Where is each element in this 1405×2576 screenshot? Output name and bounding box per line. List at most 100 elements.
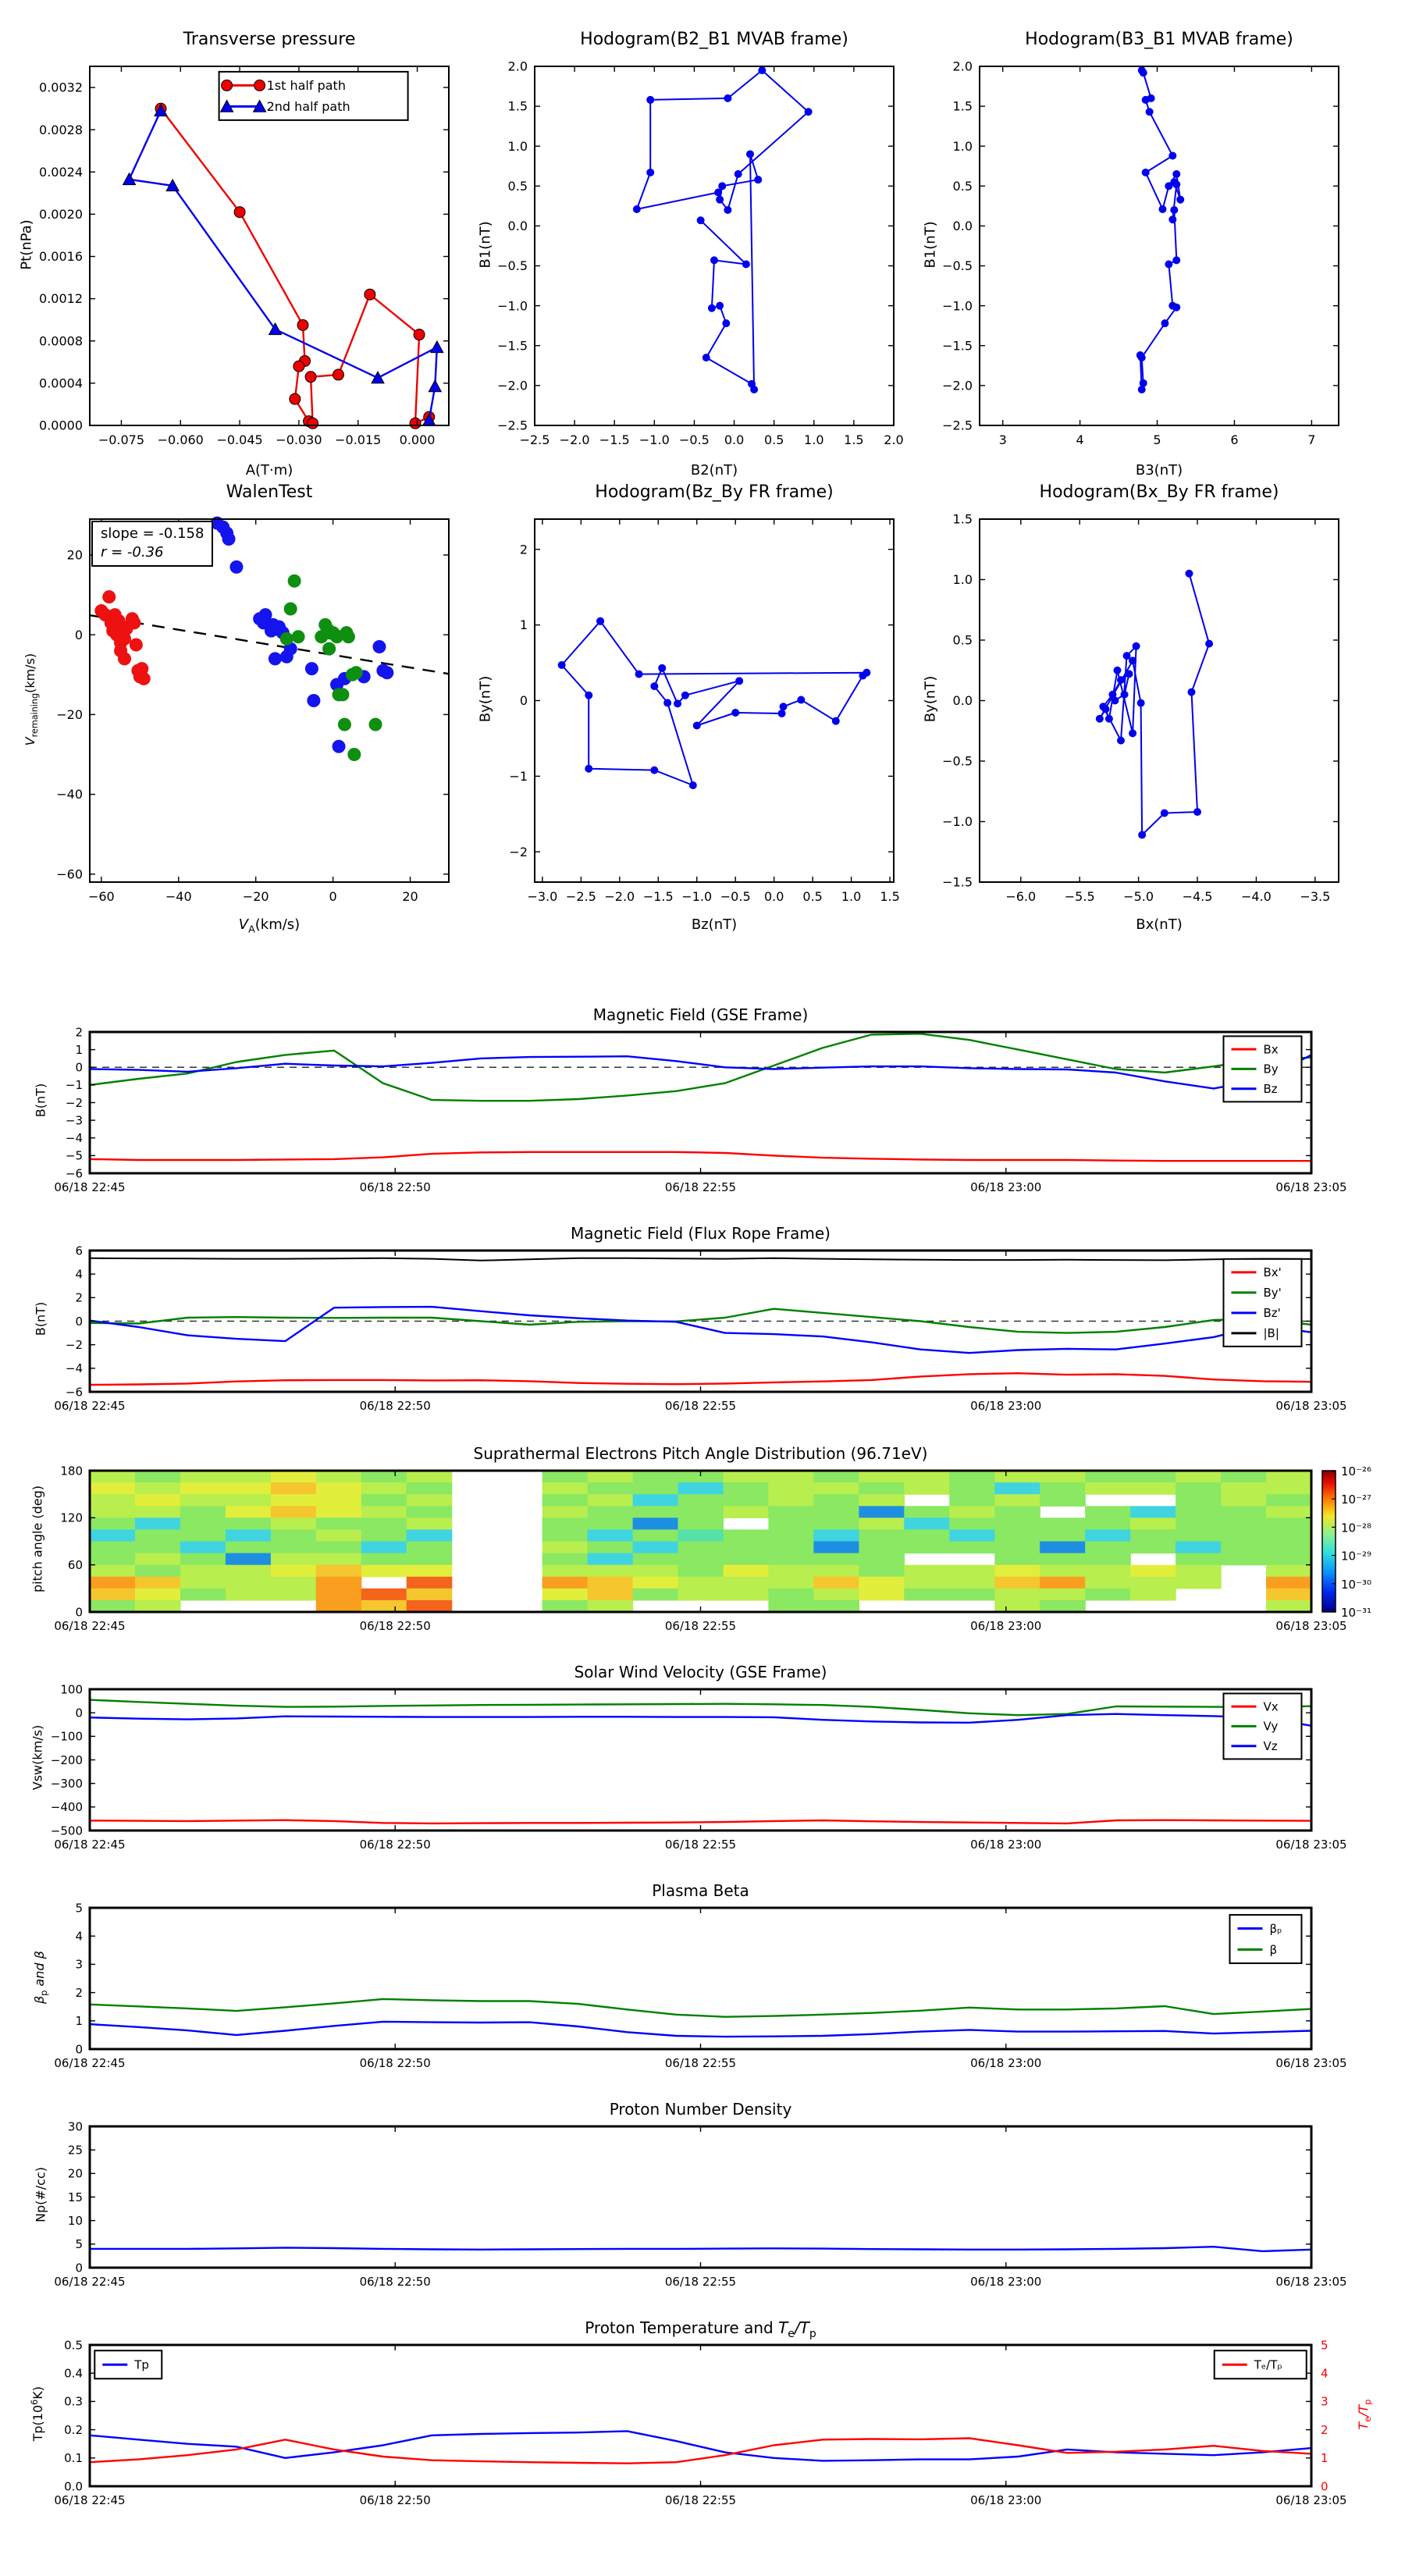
heatmap-cell: [1085, 1529, 1131, 1542]
heatmap-cell: [904, 1576, 950, 1589]
marker-circle: [797, 696, 806, 704]
y-tick-label: 0.0020: [39, 207, 83, 222]
marker-circle: [650, 766, 659, 774]
heatmap-cell: [587, 1599, 634, 1613]
heatmap-cell: [542, 1529, 589, 1542]
y-tick-label: 0.0032: [39, 80, 83, 95]
y-tick-label: 0.0000: [39, 418, 83, 433]
marker-circle: [364, 288, 376, 301]
heatmap-cell: [135, 1494, 181, 1507]
heatmap-cell: [406, 1529, 453, 1542]
marker-circle: [129, 638, 143, 652]
marker-circle: [1122, 652, 1131, 660]
heatmap-cell: [813, 1564, 859, 1578]
marker-circle: [646, 168, 655, 176]
marker-circle: [287, 574, 301, 588]
marker-circle: [291, 630, 305, 644]
marker-circle: [863, 668, 871, 677]
legend-label: Tp: [133, 2357, 149, 2371]
chart-title-electron-pad: Suprathermal Electrons Pitch Angle Distr…: [473, 1444, 928, 1463]
legend-label: Vy: [1263, 1720, 1278, 1734]
y-axis-label-p5: By(nT): [477, 675, 494, 723]
plot-frame: [979, 66, 1339, 426]
y-tick-label: −20: [56, 707, 83, 722]
heatmap-cell: [1085, 1541, 1131, 1554]
heatmap-cell: [859, 1541, 905, 1554]
marker-circle: [716, 301, 724, 310]
y-tick-label: 0.2: [64, 2423, 83, 2437]
marker-circle: [635, 670, 643, 678]
y-tick-label: 0: [75, 1605, 83, 1619]
marker-circle: [1116, 736, 1125, 745]
y-tick-label: −0.5: [942, 258, 973, 273]
heatmap-cell: [315, 1506, 362, 1518]
y-tick-label: −1: [66, 1078, 83, 1092]
marker-circle: [1141, 168, 1150, 176]
series-line-2nd half path: [128, 110, 438, 421]
chart-hodogram-bz-by: −3.0 −2.5 −2.0 −1.5 −1.0 −0.5 0.0 0.5 1.0 1.5 2 1 0 −…: [509, 518, 900, 904]
chart-mag-field-gse: 06/18 22:45 06/18 22:50 06/18 22:55 06/18 2…: [54, 1025, 1346, 1194]
legend-box: [94, 2350, 163, 2380]
y-tick-label: 0.5: [953, 633, 973, 648]
heatmap-cell: [904, 1482, 950, 1495]
heatmap-cell: [90, 1541, 136, 1554]
marker-circle: [1132, 642, 1140, 650]
heatmap-cell: [361, 1529, 407, 1542]
series-line-Vz: [89, 1713, 1312, 1727]
heatmap-cell: [1176, 1541, 1222, 1554]
colorbar-label: 10⁻²⁷: [1341, 1493, 1371, 1507]
marker-circle: [731, 709, 740, 717]
marker-circle: [258, 608, 272, 622]
heatmap-cell: [813, 1576, 859, 1589]
x-tick-label: 06/18 22:55: [665, 2275, 736, 2289]
marker-circle: [293, 360, 305, 372]
series-line-Vy: [89, 1699, 1312, 1717]
title-math: T: [778, 2318, 788, 2337]
heatmap-cell: [632, 1576, 679, 1589]
y-tick-label: 30: [68, 2119, 83, 2133]
heatmap-cell: [768, 1506, 814, 1518]
x-tick-label: 06/18 22:55: [665, 1619, 736, 1633]
heatmap-cell: [678, 1541, 724, 1554]
marker-circle: [1099, 703, 1108, 711]
heatmap-cell: [994, 1494, 1040, 1507]
x-tick-label: 06/18 23:00: [970, 1838, 1041, 1852]
marker-circle: [779, 703, 788, 711]
heatmap-cell: [1221, 1541, 1267, 1554]
heatmap-cell: [90, 1588, 136, 1601]
colorbar-label: 10⁻²⁹: [1341, 1550, 1371, 1564]
x-tick-label: 1.0: [804, 432, 823, 447]
chart-mag-field-fr: 06/18 22:45 06/18 22:50 06/18 22:55 06/18 2…: [54, 1244, 1346, 1413]
heatmap-cell: [1221, 1494, 1267, 1507]
heatmap-cell: [90, 1494, 136, 1507]
x-axis-label-p4: VA(km/s): [90, 916, 449, 935]
x-tick-label: 0.0: [724, 432, 744, 447]
x-tick-label: 06/18 23:05: [1275, 1619, 1346, 1633]
heatmap-cell: [1176, 1529, 1222, 1542]
marker-circle: [268, 652, 282, 666]
y-tick-label: −100: [51, 1730, 83, 1744]
heatmap-cell: [1040, 1541, 1086, 1554]
chart-title-solar-wind-velocity: Solar Wind Velocity (GSE Frame): [574, 1663, 827, 1681]
x-tick-label: 06/18 22:45: [54, 1180, 125, 1194]
marker-circle: [1158, 205, 1167, 213]
legend-label: Bz: [1263, 1082, 1277, 1096]
x-tick-label: 06/18 22:45: [54, 2275, 125, 2289]
y-tick-label: −0.5: [942, 754, 973, 769]
heatmap-cell: [632, 1506, 679, 1518]
heatmap-cell: [361, 1517, 407, 1530]
x-tick-label: −0.045: [216, 432, 262, 447]
heatmap-cell: [180, 1517, 226, 1530]
x-tick-label: −0.015: [335, 432, 381, 447]
marker-circle: [735, 677, 744, 685]
x-tick-label: 0: [329, 889, 337, 904]
heatmap-cell: [270, 1564, 317, 1578]
heatmap-cell: [180, 1553, 226, 1566]
heatmap-cell: [678, 1482, 724, 1495]
legend-label: Bx': [1263, 1265, 1281, 1279]
chart-solar-wind-velocity: 06/18 22:45 06/18 22:50 06/18 22:55 06/18 2…: [51, 1682, 1347, 1852]
y-tick-label: 4: [75, 1929, 83, 1943]
heatmap-cell: [180, 1541, 226, 1554]
y-tick-label: 5: [75, 2237, 83, 2251]
chart-title-mag-field-fr: Magnetic Field (Flux Rope Frame): [571, 1224, 831, 1243]
